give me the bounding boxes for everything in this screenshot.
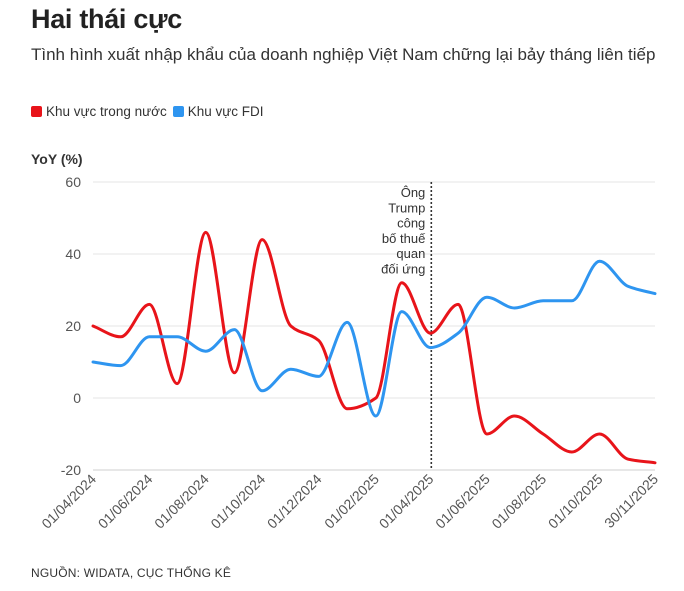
series-line-domestic	[91, 230, 657, 465]
annotation-text: công	[397, 216, 425, 231]
legend-label-fdi: Khu vực FDI	[187, 104, 264, 119]
legend-label-domestic: Khu vực trong nước	[46, 104, 167, 119]
y-tick-label: -20	[61, 462, 81, 478]
y-tick-label: 0	[73, 390, 81, 406]
source-note: NGUỒN: WIDATA, CỤC THỐNG KÊ	[31, 566, 232, 580]
legend-swatch-fdi	[172, 106, 184, 117]
chart-title: Hai thái cực	[31, 4, 183, 34]
y-tick-label: 20	[65, 318, 81, 334]
x-tick-label: 01/10/2024	[207, 471, 268, 532]
y-axis-label: YoY (%)	[31, 151, 83, 167]
x-tick-label: 01/04/2025	[376, 471, 437, 532]
x-tick-label: 30/11/2025	[601, 471, 661, 531]
y-tick-label: 40	[65, 246, 81, 262]
x-tick-label: 01/06/2025	[432, 471, 493, 532]
x-tick-label: 01/10/2025	[545, 471, 606, 532]
legend: Khu vực trong nước Khu vực FDI	[31, 104, 270, 119]
x-tick-label: 01/04/2024	[38, 471, 99, 532]
series-line-fdi	[91, 259, 657, 418]
x-tick-label: 01/08/2025	[488, 471, 549, 532]
annotation-text: quan	[396, 246, 425, 261]
legend-item-domestic: Khu vực trong nước	[31, 104, 167, 119]
annotation-text: đối ứng	[381, 262, 425, 277]
annotation-text: Ông	[401, 185, 426, 200]
x-tick-label: 01/02/2025	[321, 471, 382, 532]
legend-swatch-domestic	[31, 106, 42, 117]
x-tick-label: 01/12/2024	[264, 471, 325, 532]
y-tick-label: 60	[65, 174, 81, 190]
x-tick-label: 01/06/2024	[95, 471, 156, 532]
legend-item-fdi: Khu vực FDI	[172, 104, 264, 119]
chart-subtitle: Tình hình xuất nhập khẩu của doanh nghiệ…	[31, 45, 656, 64]
annotation-text: Trump	[388, 200, 425, 215]
annotation-text: bố thuế	[382, 231, 426, 246]
x-tick-label: 01/08/2024	[151, 471, 212, 532]
